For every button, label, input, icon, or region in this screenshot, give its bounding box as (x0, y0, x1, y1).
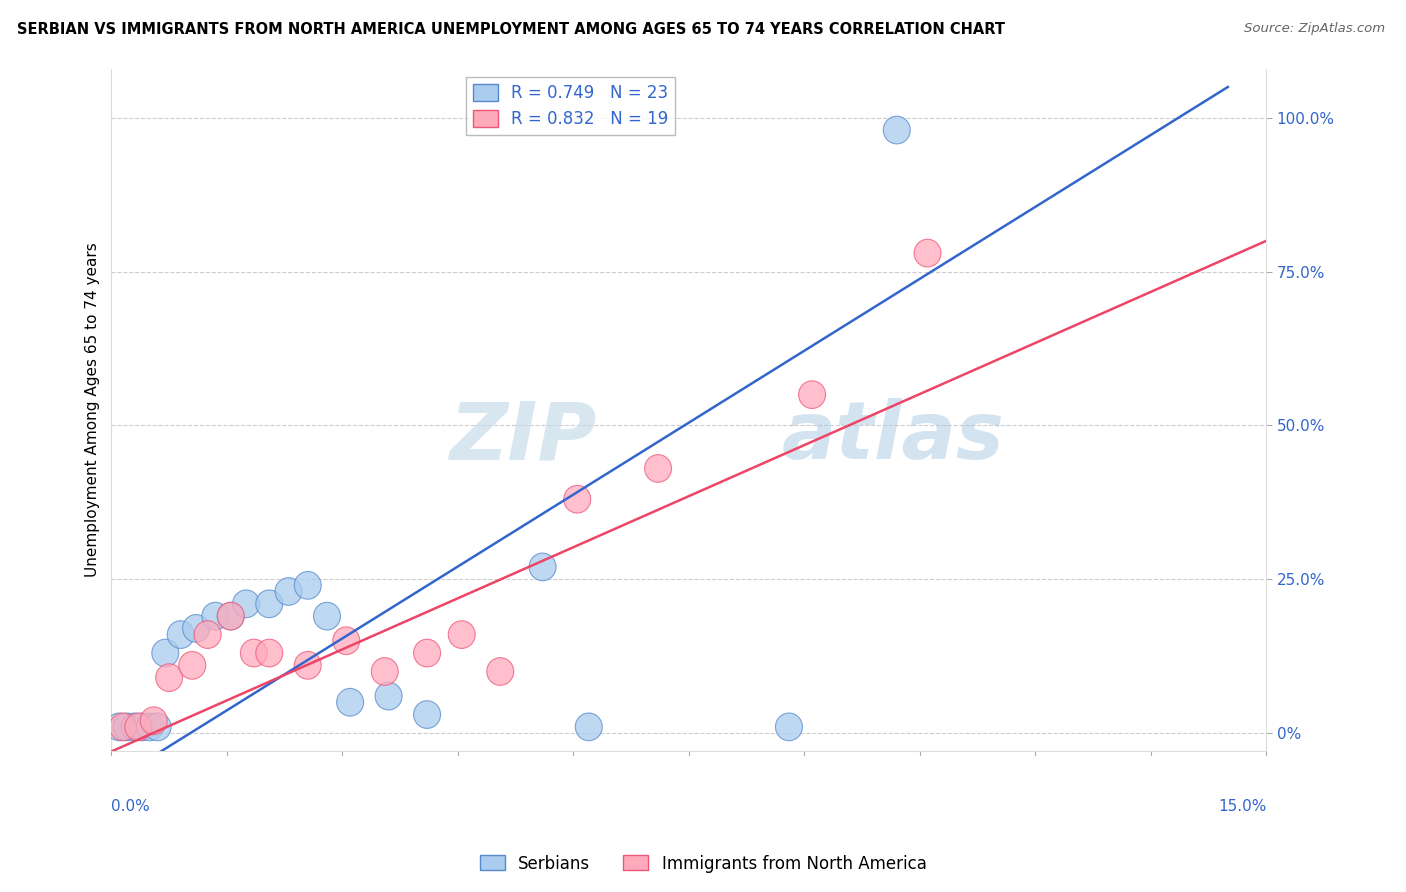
Ellipse shape (136, 713, 163, 740)
Ellipse shape (333, 627, 360, 655)
Ellipse shape (156, 664, 183, 691)
Ellipse shape (121, 713, 148, 740)
Ellipse shape (776, 713, 803, 740)
Ellipse shape (110, 713, 136, 740)
Ellipse shape (799, 381, 825, 409)
Ellipse shape (564, 485, 591, 513)
Ellipse shape (232, 590, 260, 617)
Ellipse shape (529, 553, 555, 581)
Ellipse shape (413, 701, 440, 729)
Ellipse shape (183, 615, 209, 642)
Ellipse shape (129, 713, 156, 740)
Text: Source: ZipAtlas.com: Source: ZipAtlas.com (1244, 22, 1385, 36)
Ellipse shape (105, 713, 132, 740)
Ellipse shape (141, 706, 167, 734)
Ellipse shape (194, 621, 221, 648)
Ellipse shape (294, 651, 321, 679)
Ellipse shape (152, 640, 179, 667)
Ellipse shape (179, 651, 205, 679)
Text: SERBIAN VS IMMIGRANTS FROM NORTH AMERICA UNEMPLOYMENT AMONG AGES 65 TO 74 YEARS : SERBIAN VS IMMIGRANTS FROM NORTH AMERICA… (17, 22, 1005, 37)
Ellipse shape (256, 640, 283, 667)
Ellipse shape (914, 239, 941, 267)
Ellipse shape (276, 578, 302, 606)
Legend: R = 0.749   N = 23, R = 0.832   N = 19: R = 0.749 N = 23, R = 0.832 N = 19 (467, 77, 675, 135)
Ellipse shape (413, 640, 440, 667)
Text: 15.0%: 15.0% (1218, 799, 1267, 814)
Ellipse shape (575, 713, 602, 740)
Text: 0.0%: 0.0% (111, 799, 150, 814)
Text: ZIP: ZIP (449, 399, 596, 476)
Ellipse shape (375, 682, 402, 710)
Ellipse shape (167, 621, 194, 648)
Ellipse shape (218, 602, 245, 630)
Y-axis label: Unemployment Among Ages 65 to 74 years: Unemployment Among Ages 65 to 74 years (86, 243, 100, 577)
Ellipse shape (449, 621, 475, 648)
Ellipse shape (145, 713, 172, 740)
Ellipse shape (294, 572, 321, 599)
Ellipse shape (218, 602, 245, 630)
Ellipse shape (314, 602, 340, 630)
Text: atlas: atlas (782, 399, 1004, 476)
Ellipse shape (240, 640, 267, 667)
Ellipse shape (644, 455, 672, 483)
Legend: Serbians, Immigrants from North America: Serbians, Immigrants from North America (472, 848, 934, 880)
Ellipse shape (883, 116, 910, 144)
Ellipse shape (202, 602, 229, 630)
Ellipse shape (371, 657, 398, 685)
Ellipse shape (125, 713, 152, 740)
Ellipse shape (114, 713, 141, 740)
Ellipse shape (256, 590, 283, 617)
Ellipse shape (336, 689, 364, 716)
Ellipse shape (486, 657, 513, 685)
